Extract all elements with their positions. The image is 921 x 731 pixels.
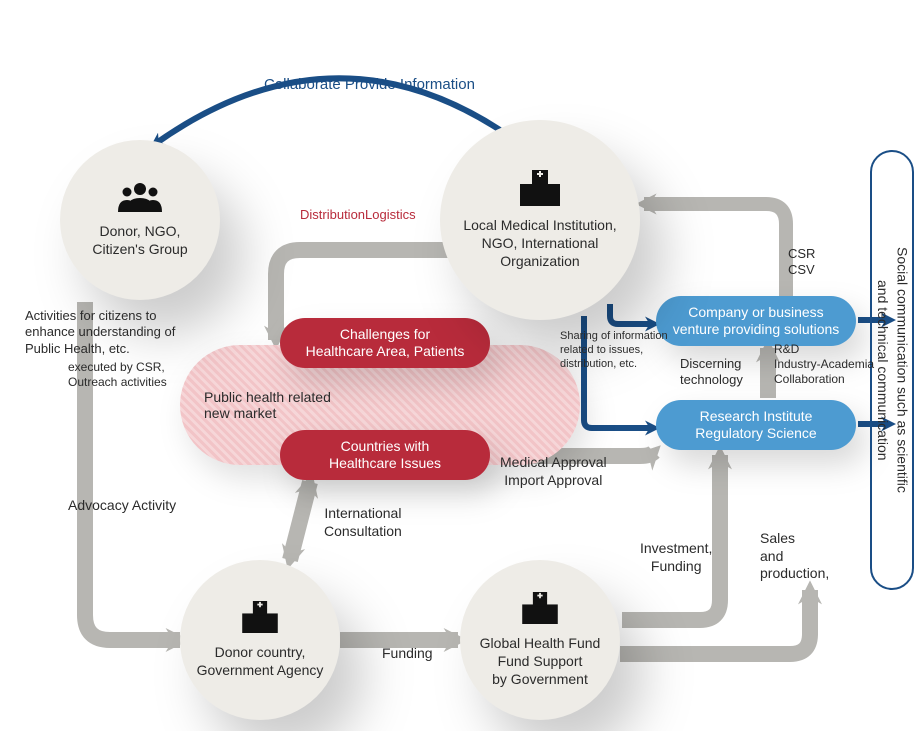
label-activities: Activities for citizens toenhance unders… xyxy=(25,308,175,357)
arrow-company-to-localMed xyxy=(644,204,786,296)
social-communication-box: Social communication such as scientifica… xyxy=(870,150,914,590)
arrow-globalFund-to-research xyxy=(622,455,720,620)
circle-donor-gov-title: Donor country,Government Agency xyxy=(197,643,324,679)
label-collaborate: Collaborate Provide Information xyxy=(264,76,475,95)
circle-donor-gov: Donor country,Government Agency xyxy=(180,560,340,720)
label-distLogistics: DistributionLogistics xyxy=(300,207,416,223)
arrow-globalFund-to-social xyxy=(620,590,810,654)
arrow-localMed-to-company xyxy=(610,304,654,324)
pill-company-label: Company or businessventure providing sol… xyxy=(673,304,840,339)
pill-company: Company or businessventure providing sol… xyxy=(656,296,856,346)
people-icon xyxy=(118,182,162,216)
label-discerning: Discerningtechnology xyxy=(680,356,743,389)
pill-countries: Countries withHealthcare Issues xyxy=(280,430,490,480)
circle-global-fund: Global Health FundFund Supportby Governm… xyxy=(460,560,620,720)
medical-icon xyxy=(522,592,558,628)
label-investment: Investment,Funding xyxy=(640,540,712,575)
pill-challenges: Challenges forHealthcare Area, Patients xyxy=(280,318,490,368)
pill-challenges-label: Challenges forHealthcare Area, Patients xyxy=(306,326,465,361)
label-medApproval: Medical ApprovalImport Approval xyxy=(500,454,607,489)
label-advocacy: Advocacy Activity xyxy=(68,497,176,515)
arrow-countries-donorGov-bi xyxy=(290,482,310,560)
label-rAndD: R&DIndustry-AcademiaCollaboration xyxy=(774,342,874,387)
diagram-stage: Public health relatednew market Challeng… xyxy=(0,0,921,731)
circle-donor-title: Donor, NGO,Citizen's Group xyxy=(92,222,187,258)
pill-countries-label: Countries withHealthcare Issues xyxy=(329,438,441,473)
label-funding: Funding xyxy=(382,645,433,663)
medical-icon xyxy=(520,170,560,210)
medical-icon xyxy=(242,601,278,637)
market-label: Public health relatednew market xyxy=(204,389,331,421)
pill-research: Research InstituteRegulatory Science xyxy=(656,400,856,450)
label-sharing: Sharing of informationrelated to issues,… xyxy=(560,330,668,371)
circle-local-medical: Local Medical Institution,NGO, Internati… xyxy=(440,120,640,320)
label-intlConsult: InternationalConsultation xyxy=(324,505,402,540)
social-communication-label: Social communication such as scientifica… xyxy=(872,247,911,493)
label-csrcsv: CSRCSV xyxy=(788,246,815,279)
label-executed: executed by CSR,Outreach activities xyxy=(68,360,167,390)
label-sales: Salesandproduction, xyxy=(760,530,829,583)
pill-research-label: Research InstituteRegulatory Science xyxy=(695,408,816,443)
circle-donor: Donor, NGO,Citizen's Group xyxy=(60,140,220,300)
circle-global-fund-title: Global Health FundFund Supportby Governm… xyxy=(480,634,601,689)
circle-local-medical-title: Local Medical Institution,NGO, Internati… xyxy=(448,216,632,271)
